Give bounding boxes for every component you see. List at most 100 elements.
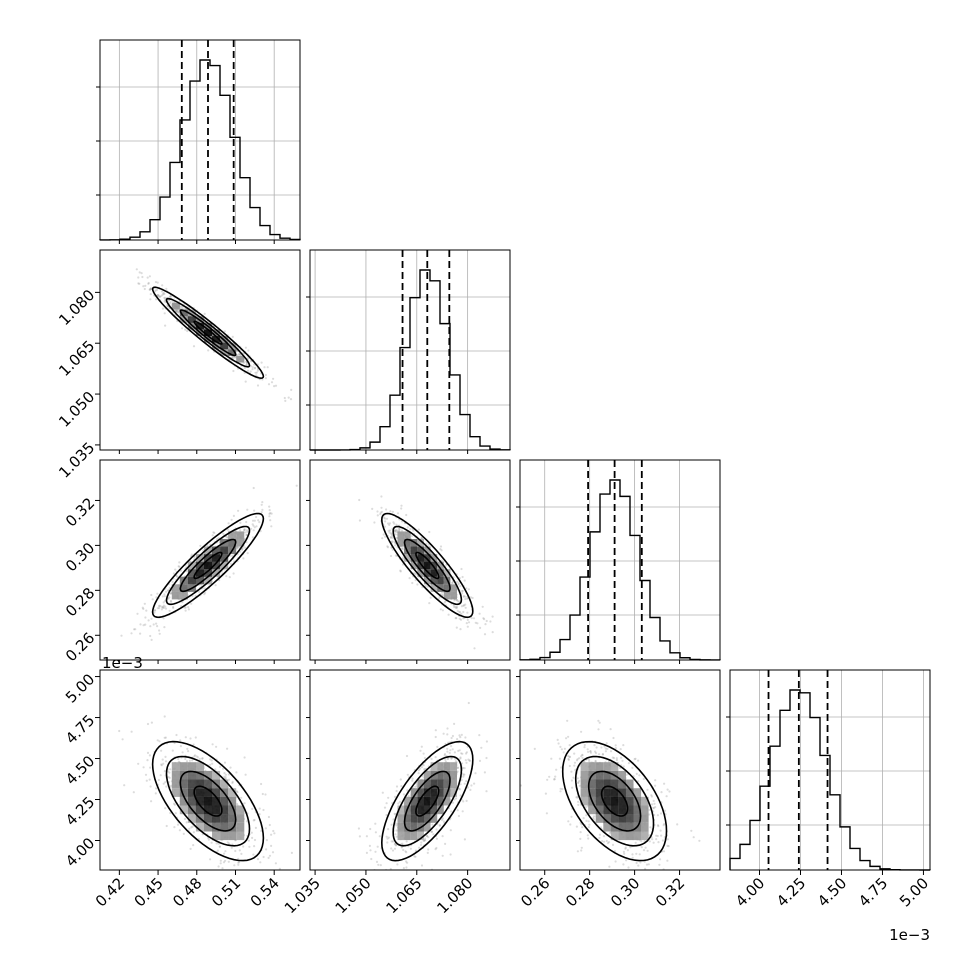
scatter-point (451, 734, 454, 738)
scatter-point (582, 817, 585, 820)
scatter-point (173, 802, 176, 805)
scatter-point (169, 599, 172, 602)
scatter-point (183, 817, 187, 821)
scatter-point (609, 750, 613, 753)
density-cell (187, 788, 196, 797)
scatter-point (474, 621, 477, 624)
scatter-point (253, 818, 256, 822)
scatter-point (463, 838, 466, 841)
scatter-point (240, 548, 244, 551)
scatter-point (149, 293, 152, 296)
scatter-point (598, 721, 601, 724)
scatter-point (466, 597, 469, 600)
scatter-point (168, 302, 172, 305)
scatter-point (634, 841, 637, 844)
scatter-point (655, 834, 658, 837)
scatter-point (663, 809, 667, 812)
density-panel (309, 669, 511, 871)
scatter-point (250, 360, 253, 363)
scatter-point (471, 596, 474, 600)
scatter-point (454, 605, 457, 608)
scatter-point (443, 601, 446, 604)
scatter-point (268, 505, 271, 508)
scatter-point (446, 757, 449, 761)
scatter-point (424, 837, 427, 840)
scatter-point (658, 863, 661, 866)
density-cell (580, 788, 589, 797)
scatter-point (183, 606, 186, 609)
scatter-point (666, 788, 669, 791)
scatter-point (637, 780, 640, 783)
scatter-point (609, 728, 612, 731)
scatter-point (554, 775, 557, 778)
density-cell (580, 779, 589, 789)
density-cell (641, 805, 649, 815)
density-cell (417, 788, 424, 797)
scatter-point (380, 495, 383, 498)
scatter-point (484, 623, 487, 626)
scatter-point (578, 757, 581, 760)
density-cell (220, 779, 229, 789)
scatter-point (134, 628, 137, 631)
scatter-point (193, 755, 196, 758)
scatter-point (468, 759, 471, 762)
scatter-point (439, 545, 443, 548)
scatter-point (398, 529, 401, 532)
density-cell (212, 796, 221, 806)
scatter-point (592, 815, 596, 818)
scatter-point (606, 842, 610, 845)
scatter-point (458, 610, 461, 613)
scatter-point (382, 533, 385, 536)
scatter-point (394, 833, 397, 836)
scatter-point (156, 288, 159, 291)
scatter-point (441, 835, 444, 838)
scatter-point (456, 766, 459, 770)
density-cell (417, 546, 424, 555)
scatter-point (149, 766, 152, 769)
contour-line (403, 770, 451, 832)
density-cell (641, 796, 649, 806)
density-cell (228, 788, 237, 797)
scatter-point (395, 523, 398, 526)
scatter-point (184, 736, 187, 739)
scatter-point (244, 546, 247, 549)
scatter-point (160, 608, 163, 611)
scatter-point (228, 778, 231, 781)
scatter-point (629, 846, 632, 849)
scatter-point (201, 757, 204, 760)
scatter-point (622, 850, 626, 854)
scatter-point (567, 758, 570, 762)
scatter-point (453, 798, 456, 801)
panel-frame (99, 39, 301, 241)
scatter-point (560, 766, 563, 769)
density-cell (404, 531, 411, 539)
scatter-point (651, 803, 654, 806)
scatter-point (149, 288, 152, 291)
scatter-point (192, 743, 195, 746)
density-cell (424, 561, 431, 570)
x-tick-label: 0.48 (169, 874, 205, 910)
scatter-point (463, 579, 466, 582)
scatter-point (620, 756, 623, 759)
density-cell (437, 561, 444, 570)
scatter-point (458, 600, 461, 603)
scatter-point (162, 762, 165, 765)
density-cell (618, 788, 626, 797)
scatter-point (592, 818, 596, 821)
scatter-point (652, 841, 655, 844)
density-cell (430, 554, 438, 562)
density-cell (430, 796, 438, 806)
scatter-point (254, 371, 257, 374)
scatter-point (428, 530, 431, 534)
scatter-point (272, 829, 275, 833)
scatter-point (580, 846, 583, 849)
scatter-point (458, 611, 462, 614)
scatter-point (154, 280, 157, 284)
scatter-point (420, 537, 423, 540)
scatter-point (243, 529, 246, 532)
density-cell (404, 814, 411, 823)
scatter-point (631, 766, 634, 770)
scatter-point (378, 835, 381, 838)
scatter-point (400, 507, 403, 510)
scatter-point (392, 818, 395, 821)
